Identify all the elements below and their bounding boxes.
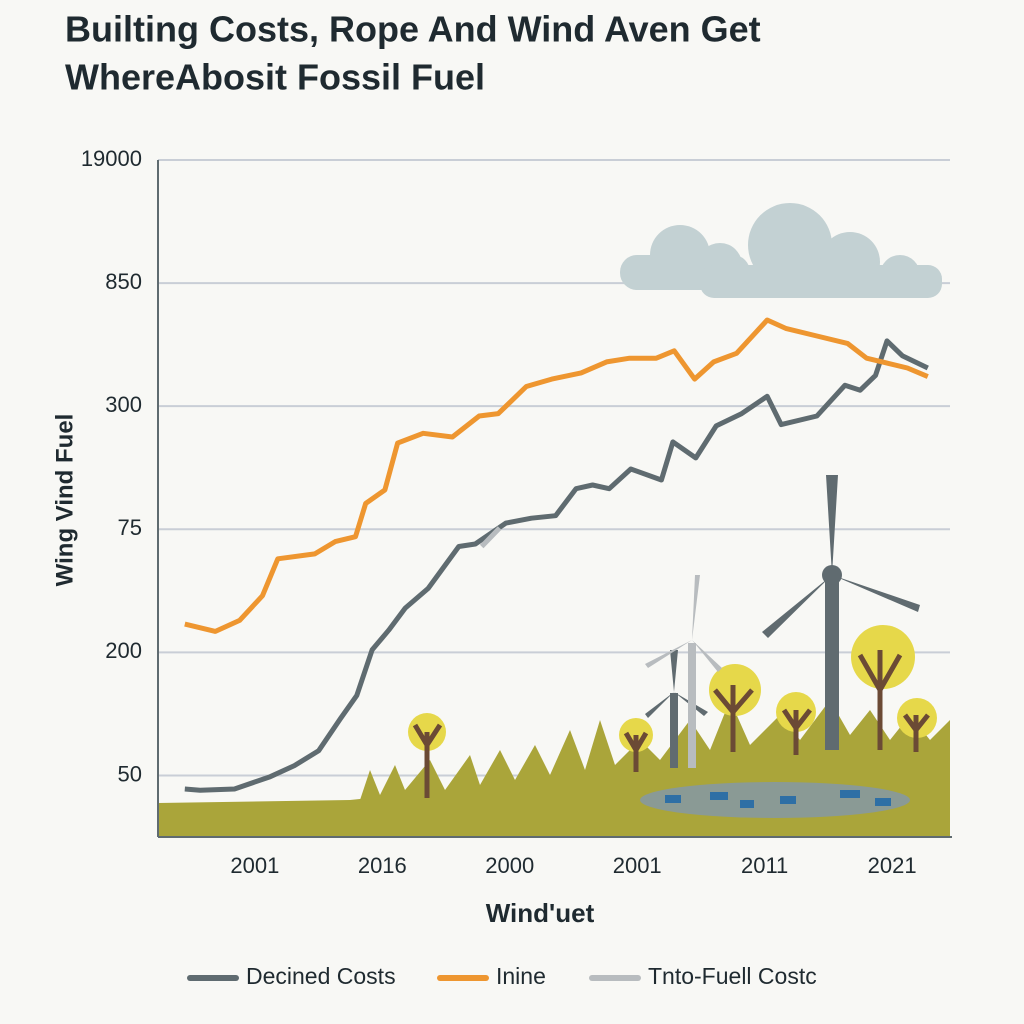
series-line bbox=[184, 338, 929, 793]
y-tick-label: 300 bbox=[105, 392, 142, 417]
legend-label: Inine bbox=[496, 963, 546, 989]
x-tick-label: 2011 bbox=[741, 853, 788, 878]
decoration bbox=[158, 203, 950, 837]
legend-label: Decined Costs bbox=[246, 963, 396, 989]
x-tick-label: 2001 bbox=[230, 853, 279, 878]
y-tick-label: 850 bbox=[105, 269, 142, 294]
x-tick-label: 2001 bbox=[613, 853, 662, 878]
series-line bbox=[479, 526, 502, 549]
y-tick-label: 50 bbox=[118, 761, 142, 786]
x-axis-label: Wind'uet bbox=[486, 898, 595, 928]
y-tick-label: 75 bbox=[118, 515, 142, 540]
y-tick-label: 200 bbox=[105, 638, 142, 663]
plot bbox=[184, 317, 929, 793]
x-tick-label: 2021 bbox=[868, 853, 917, 878]
chart-title: WhereAbosit Fossil Fuel bbox=[65, 57, 485, 98]
x-tick-label: 2016 bbox=[358, 853, 407, 878]
legend-label: Tnto-Fuell Costc bbox=[648, 963, 817, 989]
y-axis-label: Wing Vind Fuel bbox=[51, 414, 78, 587]
y-tick-label: 19000 bbox=[81, 146, 142, 171]
series-line bbox=[184, 317, 929, 634]
chart-title: Builting Costs, Rope And Wind Aven Get bbox=[65, 9, 761, 50]
x-tick-label: 2000 bbox=[485, 853, 534, 878]
